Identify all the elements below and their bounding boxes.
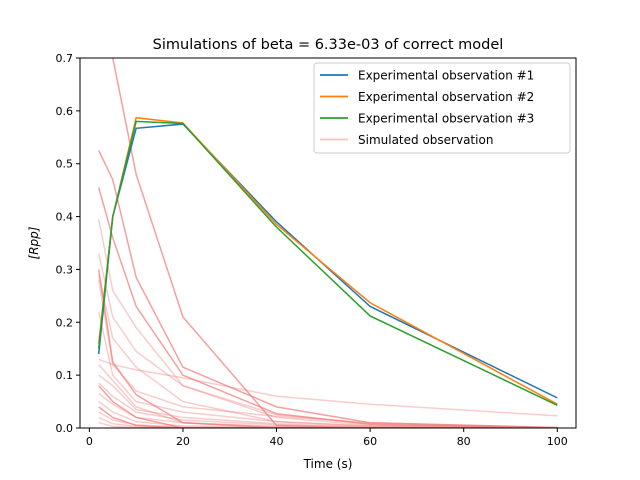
simulated-line-12 — [97, 311, 558, 428]
simulated-line-16 — [98, 393, 558, 428]
y-tick-label: 0.5 — [56, 158, 74, 171]
x-tick-label: 20 — [176, 435, 190, 448]
simulated-line-4 — [97, 269, 558, 428]
y-axis: 0.0 0.1 0.2 0.3 0.4 0.5 0.6 0.7 — [56, 52, 80, 435]
simulated-line-1 — [98, 150, 558, 428]
simulated-line-17 — [98, 400, 558, 428]
simulated-line-10 — [98, 358, 558, 417]
simulated-line-7 — [97, 219, 558, 428]
legend-label-4: Simulated observation — [358, 133, 493, 147]
legend-box — [313, 62, 571, 154]
simulated-line-11 — [97, 279, 558, 428]
simulated-line-13 — [98, 364, 558, 428]
y-tick-label: 0.3 — [56, 263, 74, 276]
y-tick-label: 0.6 — [56, 105, 74, 118]
y-axis-label: [Rpp] — [27, 226, 41, 259]
simulated-line-9 — [97, 274, 558, 428]
simulated-line-20 — [98, 421, 558, 428]
y-tick-label: 0.4 — [56, 211, 74, 224]
experimental-lines-group — [97, 116, 558, 406]
x-tick-label: 80 — [457, 435, 471, 448]
simulated-line-14 — [98, 374, 558, 428]
x-tick-label: 60 — [363, 435, 377, 448]
chart-title: Simulations of beta = 6.33e-03 of correc… — [153, 37, 504, 53]
x-tick-label: 100 — [547, 435, 568, 448]
simulated-lines-group — [97, 58, 558, 428]
x-axis-label: Time (s) — [303, 457, 353, 471]
y-tick-label: 0.2 — [56, 316, 74, 329]
simulated-line-18 — [98, 411, 558, 428]
simulated-line-19 — [98, 416, 558, 428]
simulated-line-5 — [98, 385, 558, 428]
x-tick-label: 0 — [86, 435, 93, 448]
plot-frame — [79, 57, 577, 429]
legend-label-2: Experimental observation #2 — [358, 90, 534, 104]
legend-label-1: Experimental observation #1 — [358, 69, 534, 83]
legend: Experimental observation #1 Experimental … — [313, 62, 571, 154]
experimental-line-3 — [97, 120, 558, 406]
x-axis: 0 20 40 60 80 100 — [86, 428, 568, 448]
x-tick-label: 40 — [270, 435, 284, 448]
y-tick-label: 0.0 — [56, 422, 74, 435]
simulated-line-6 — [98, 406, 558, 428]
simulated-line-8 — [97, 253, 558, 428]
simulated-line-2 — [97, 187, 558, 428]
legend-label-3: Experimental observation #3 — [358, 112, 534, 126]
simulated-line-3 — [111, 58, 558, 428]
y-tick-label: 0.7 — [56, 52, 74, 65]
y-tick-label: 0.1 — [56, 369, 74, 382]
simulated-line-15 — [98, 382, 558, 428]
